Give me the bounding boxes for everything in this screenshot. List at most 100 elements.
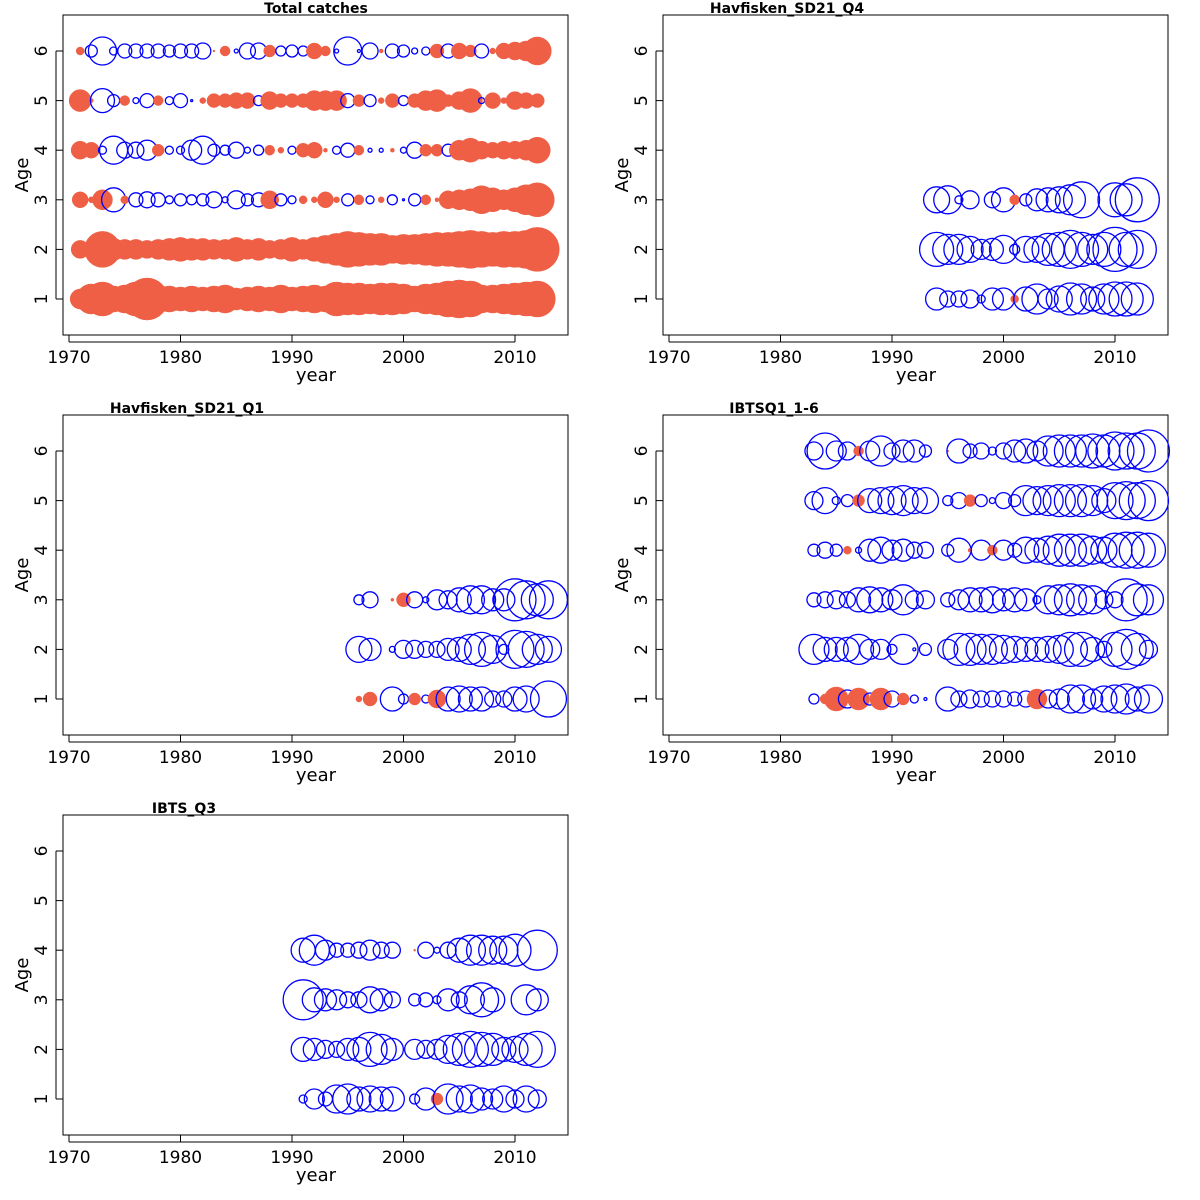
positive-residual-bubble (92, 189, 113, 211)
positive-residual-bubble (362, 691, 378, 707)
x-tick-label: 2010 (493, 1148, 536, 1168)
positive-residual-bubble (277, 146, 285, 154)
positive-residual-bubble (263, 44, 276, 58)
negative-residual-bubble (1012, 536, 1040, 564)
negative-residual-bubble (340, 142, 356, 158)
positive-residual-bubble (119, 95, 130, 106)
negative-residual-bubble (495, 629, 535, 670)
negative-residual-bubble (916, 541, 935, 559)
negative-residual-bubble (1045, 186, 1073, 214)
negative-residual-bubble (922, 186, 951, 214)
y-tick-label: 1 (32, 694, 52, 705)
negative-residual-bubble (290, 1036, 316, 1063)
positive-residual-bubble (987, 544, 998, 556)
negative-residual-bubble (887, 584, 919, 616)
negative-residual-bubble (840, 493, 855, 508)
negative-residual-bubble (436, 637, 460, 662)
negative-residual-bubble (321, 1084, 352, 1114)
negative-residual-bubble (865, 435, 897, 467)
y-tick-label: 2 (632, 644, 652, 655)
negative-residual-bubble (1025, 188, 1049, 212)
y-tick-label: 3 (632, 594, 652, 605)
negative-residual-bubble (116, 141, 134, 159)
negative-residual-bubble (490, 1085, 518, 1113)
positive-residual-bubble (199, 97, 207, 104)
positive-residual-bubble (408, 692, 421, 706)
y-tick-label: 4 (32, 545, 52, 556)
negative-residual-bubble (194, 42, 212, 60)
negative-residual-bubble (383, 991, 402, 1009)
x-tick-label: 2000 (382, 348, 425, 368)
plot-frame (62, 414, 569, 736)
negative-residual-bubble (1045, 285, 1073, 313)
negative-residual-bubble (1001, 635, 1029, 664)
negative-residual-bubble (436, 988, 460, 1012)
x-tick-label: 2000 (382, 748, 425, 768)
positive-residual-bubble (434, 197, 440, 203)
negative-residual-bubble (1007, 691, 1023, 707)
negative-residual-bubble (1097, 532, 1133, 568)
negative-residual-bubble (950, 690, 968, 708)
negative-residual-bubble (489, 935, 519, 965)
negative-residual-bubble (290, 937, 316, 963)
negative-residual-bubble (484, 690, 502, 708)
y-tick-label: 5 (632, 495, 652, 506)
negative-residual-bubble (1118, 432, 1156, 470)
positive-residual-bubble (377, 97, 385, 104)
negative-residual-bubble (838, 591, 857, 609)
x-axis-label: year (296, 365, 337, 386)
negative-residual-bubble (1107, 432, 1145, 470)
positive-residual-bubble (1009, 194, 1020, 206)
negative-residual-bubble (466, 585, 497, 615)
negative-residual-bubble (1053, 483, 1088, 518)
negative-residual-bubble (1086, 231, 1122, 268)
positive-residual-bubble (306, 42, 323, 60)
negative-residual-bubble (356, 48, 362, 54)
positive-residual-bubble (320, 45, 331, 57)
negative-residual-bubble (1063, 231, 1100, 268)
negative-residual-bubble (84, 44, 98, 58)
y-tick-label: 6 (632, 446, 652, 457)
negative-residual-bubble (507, 630, 545, 669)
negative-residual-bubble (1082, 688, 1104, 710)
negative-residual-bubble (139, 92, 155, 109)
negative-residual-bubble (350, 941, 368, 959)
negative-residual-bubble (397, 94, 410, 107)
negative-residual-bubble (1087, 434, 1121, 468)
negative-residual-bubble (1127, 479, 1170, 522)
negative-residual-bubble (426, 589, 448, 611)
negative-residual-bubble (1117, 229, 1157, 270)
negative-residual-bubble (243, 146, 252, 154)
y-tick-label: 1 (32, 294, 52, 305)
negative-residual-bubble (1100, 684, 1130, 714)
negative-residual-bubble (1038, 689, 1058, 709)
negative-residual-bubble (924, 287, 949, 311)
negative-residual-bubble (189, 98, 194, 103)
panel-title: IBTSQ1_1-6 (729, 401, 818, 417)
positive-residual-bubble (219, 45, 231, 57)
negative-residual-bubble (942, 494, 954, 507)
positive-residual-bubble (71, 191, 89, 209)
negative-residual-bubble (150, 192, 166, 208)
positive-residual-bubble (352, 94, 366, 107)
positive-residual-bubble (413, 948, 416, 952)
negative-residual-bubble (1065, 584, 1098, 616)
negative-residual-bubble (902, 439, 926, 463)
negative-residual-bubble (842, 633, 875, 666)
negative-residual-bubble (868, 587, 894, 613)
negative-residual-bubble (992, 539, 1015, 561)
x-axis-label: year (896, 765, 937, 786)
negative-residual-bubble (1118, 481, 1156, 520)
negative-residual-bubble (396, 44, 411, 58)
negative-residual-bubble (226, 190, 246, 210)
positive-residual-bubble (420, 194, 432, 206)
negative-residual-bubble (1035, 187, 1061, 213)
negative-residual-bubble (498, 933, 532, 967)
y-tick-label: 6 (32, 46, 52, 57)
negative-residual-bubble (331, 145, 342, 155)
negative-residual-bubble (1026, 440, 1048, 462)
negative-residual-bubble (1064, 434, 1099, 468)
negative-residual-bubble (1053, 533, 1088, 567)
y-tick-label: 5 (632, 95, 652, 106)
negative-residual-bubble (1109, 183, 1143, 217)
